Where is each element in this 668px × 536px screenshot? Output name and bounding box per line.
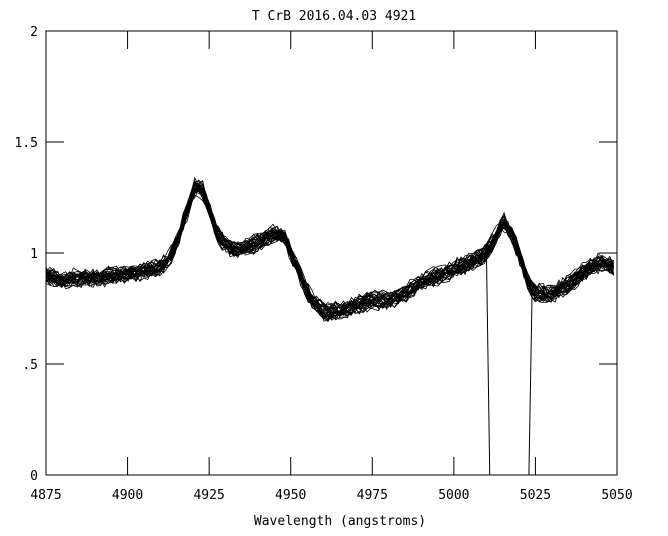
x-axis-label: Wavelength (angstroms) bbox=[254, 514, 426, 529]
y-axis: 0 .5 1 1.5 2 bbox=[15, 25, 617, 484]
plot-frame bbox=[45, 30, 618, 476]
x-tick-label: 4900 bbox=[112, 488, 143, 503]
spectrum-trace bbox=[45, 180, 615, 313]
spectrum-trace bbox=[45, 180, 614, 315]
spectrum-traces bbox=[45, 176, 615, 476]
spectrum-trace bbox=[45, 188, 614, 320]
x-tick-label: 4875 bbox=[30, 488, 61, 503]
spectrum-trace bbox=[45, 182, 614, 314]
y-tick-label: 0 bbox=[30, 469, 38, 484]
spectrum-trace bbox=[45, 180, 614, 316]
spectrum-trace bbox=[45, 194, 614, 320]
spectrum-trace bbox=[45, 185, 615, 316]
spectrum-trace bbox=[45, 182, 614, 315]
spectrum-trace bbox=[45, 179, 615, 310]
spectrum-trace bbox=[45, 189, 615, 320]
y-tick-label: 1.5 bbox=[15, 136, 38, 151]
y-tick-label: 2 bbox=[30, 25, 38, 40]
x-tick-label: 5000 bbox=[438, 488, 469, 503]
chart-title: T CrB 2016.04.03 4921 bbox=[252, 9, 416, 24]
spectrum-trace bbox=[45, 184, 614, 319]
spectrum-trace bbox=[45, 187, 615, 318]
spectrum-trace bbox=[45, 187, 614, 320]
x-tick-label: 5050 bbox=[601, 488, 632, 503]
spectrum-trace bbox=[45, 186, 614, 317]
x-tick-label: 4925 bbox=[193, 488, 224, 503]
spectrum-trace bbox=[45, 184, 614, 314]
spectrum-trace bbox=[45, 184, 614, 314]
spectrum-trace bbox=[45, 186, 614, 321]
spectrum-trace bbox=[45, 191, 614, 321]
spectrum-trace bbox=[45, 186, 614, 322]
x-tick-label: 4975 bbox=[357, 488, 388, 503]
spectrum-trace bbox=[45, 186, 614, 313]
dropout-trace bbox=[485, 257, 533, 476]
x-tick-label: 5025 bbox=[520, 488, 551, 503]
y-tick-label: .5 bbox=[22, 358, 38, 373]
spectrum-trace bbox=[45, 187, 614, 318]
spectrum-trace bbox=[45, 190, 614, 316]
y-tick-label: 1 bbox=[30, 247, 38, 262]
x-tick-label: 4950 bbox=[275, 488, 306, 503]
spectrum-trace bbox=[45, 183, 614, 313]
spectrum-trace bbox=[45, 184, 614, 318]
spectrum-trace bbox=[45, 185, 614, 311]
x-axis: 4875 4900 4925 4950 4975 5000 5025 5050 bbox=[30, 31, 633, 503]
spectrum-trace bbox=[45, 185, 614, 323]
spectrum-trace bbox=[45, 182, 615, 317]
